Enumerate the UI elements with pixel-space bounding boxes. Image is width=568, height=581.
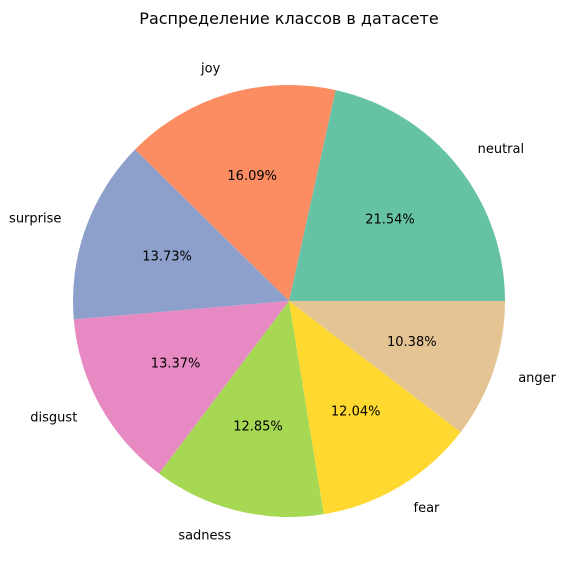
pie-value-label-neutral: 21.54% [365, 212, 415, 227]
pie-slice-disgust [73, 301, 289, 474]
pie-value-label-disgust: 13.37% [151, 356, 201, 371]
pie-category-label-disgust: disgust [30, 411, 77, 426]
pie-category-label-joy: joy [200, 62, 221, 77]
pie-value-label-surprise: 13.73% [142, 250, 192, 265]
pie-slice-sadness [159, 301, 324, 518]
pie-category-label-surprise: surprise [9, 212, 61, 227]
pie-category-label-sadness: sadness [178, 528, 231, 543]
pie-category-label-fear: fear [414, 501, 441, 516]
pie-labels: 21.54% neutral 16.09% joy 13.73% surprise 13.3… [9, 62, 557, 544]
pie-category-label-neutral: neutral [478, 142, 524, 157]
pie-value-label-joy: 16.09% [227, 169, 277, 184]
pie-slice-fear [289, 301, 461, 515]
pie-slice-joy [135, 84, 336, 301]
pie-value-label-sadness: 12.85% [233, 419, 283, 434]
pie-value-label-fear: 12.04% [331, 405, 381, 420]
pie-slice-anger [289, 301, 505, 433]
chart-title: Распределение классов в датасете [139, 9, 438, 28]
pie-slice-neutral [289, 90, 505, 301]
pie-value-label-anger: 10.38% [387, 335, 437, 350]
pie-slice-surprise [73, 149, 290, 320]
pie-slices [73, 84, 505, 518]
pie-category-label-anger: anger [518, 371, 556, 386]
